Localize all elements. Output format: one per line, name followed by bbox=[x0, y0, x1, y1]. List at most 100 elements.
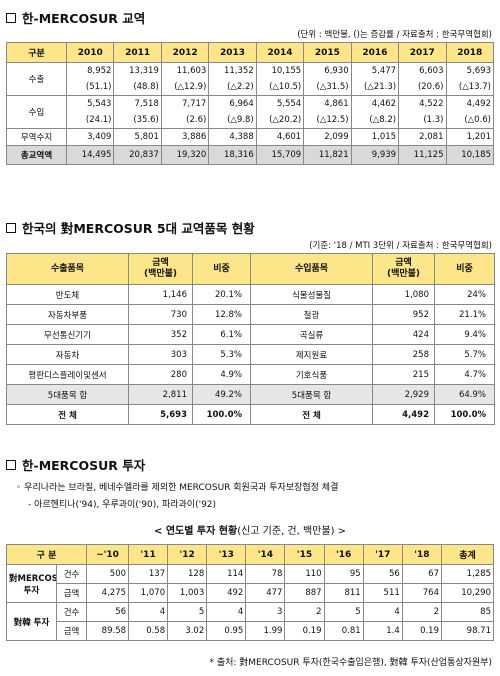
export-item-header: 수출품목 bbox=[6, 253, 129, 285]
investment-row: 금액 4,275 1,070 1,003 492 477 887 811 511 764 10,29… bbox=[7, 583, 494, 603]
trade-value-cell: 6,603 bbox=[398, 62, 447, 79]
investment-value-cell: 1,285 bbox=[441, 564, 494, 584]
investment-value-cell: 477 bbox=[245, 583, 286, 603]
import-amount-header: 금액 (백만불) bbox=[372, 253, 435, 285]
trade-change-row: (24.1) (35.6) (2.6) (△9.8) (△20.2) (△12.5) (△8… bbox=[7, 112, 494, 129]
top5-row: 5대품목 합 2,811 49.2% 5대품목 합 2,929 64.9% bbox=[6, 384, 495, 405]
top5-export-share: 4.9% bbox=[192, 364, 251, 385]
top5-export-amount: 303 bbox=[128, 344, 193, 365]
investment-value-cell: 2 bbox=[284, 602, 325, 622]
trade-value-cell: 5,801 bbox=[113, 128, 162, 146]
top5-export-item: 자동차부품 bbox=[6, 304, 129, 325]
trade-value-cell: 11,603 bbox=[160, 62, 210, 79]
trade-value-cell: 19,320 bbox=[160, 145, 210, 165]
top5-export-share: 20.1% bbox=[192, 284, 251, 305]
trade-header-cell: 2018 bbox=[445, 42, 494, 63]
top5-import-item: 기호식품 bbox=[250, 364, 373, 385]
square-bullet-icon bbox=[6, 12, 16, 23]
investment-header-cell: 총계 bbox=[441, 544, 494, 565]
trade-value-cell: 5,543 bbox=[65, 95, 115, 112]
section1-note: (단위 : 백만불, ()는 증감률 / 자료출처 : 한국무역협회) bbox=[297, 30, 492, 40]
trade-row-label: 수입 bbox=[6, 95, 67, 129]
investment-row: 금액 89.58 0.58 3.02 0.95 1.99 0.19 0.81 1.4 0.19 98… bbox=[7, 621, 494, 641]
investment-value-cell: 511 bbox=[362, 583, 403, 603]
trade-value-cell: 14,495 bbox=[65, 145, 115, 165]
trade-value-cell: 4,492 bbox=[445, 95, 494, 112]
trade-change-row: (51.1) (48.8) (△12.9) (△2.2) (△10.5) (△31.5)(… bbox=[7, 79, 494, 96]
top5-row: 자동차 303 5.3% 제지원료 258 5.7% bbox=[6, 344, 495, 365]
investment-sub-label: 건수 bbox=[55, 602, 88, 622]
trade-change-cell: (△8.2) bbox=[350, 112, 400, 129]
trade-table: 구분 2010 2011 2012 2013 2014 2015 2016 2017 2018 수… bbox=[6, 42, 494, 165]
investment-value-cell: 0.81 bbox=[323, 621, 364, 641]
trade-row-label: 총교역액 bbox=[6, 145, 67, 165]
investment-header-cell: '18 bbox=[401, 544, 443, 565]
trade-change-cell: (△13.7) bbox=[445, 79, 494, 96]
top5-import-share: 5.7% bbox=[434, 344, 495, 365]
investment-header-cell: '13 bbox=[206, 544, 247, 565]
investment-value-cell: 10,290 bbox=[441, 583, 494, 603]
top5-header: 수출품목 금액 (백만불) 비중 수입품목 금액 (백만불) 비중 bbox=[6, 253, 495, 285]
top5-items-table: 수출품목 금액 (백만불) 비중 수입품목 금액 (백만불) 비중 반도체 1,146… bbox=[6, 253, 495, 425]
trade-change-cell: (48.8) bbox=[113, 79, 162, 96]
trade-value-cell: 18,316 bbox=[208, 145, 257, 165]
trade-value-cell: 15,709 bbox=[255, 145, 305, 165]
trade-change-cell: (20.6) bbox=[398, 79, 447, 96]
investment-sub-label: 금액 bbox=[55, 621, 88, 641]
investment-value-cell: 1,070 bbox=[128, 583, 169, 603]
investment-value-cell: 3.02 bbox=[167, 621, 208, 641]
investment-value-cell: 3 bbox=[245, 602, 286, 622]
trade-change-cell: (2.6) bbox=[160, 112, 210, 129]
top5-export-item: 무선통신기기 bbox=[6, 324, 129, 345]
top5-import-share: 21.1% bbox=[434, 304, 495, 325]
top5-export-item: 평판디스플레이및센서 bbox=[6, 364, 129, 385]
square-bullet-icon bbox=[6, 222, 16, 233]
top5-import-amount: 2,929 bbox=[372, 384, 435, 405]
investment-value-cell: 95 bbox=[323, 564, 364, 584]
investment-value-cell: 67 bbox=[401, 564, 443, 584]
trade-value-cell: 1,015 bbox=[350, 128, 400, 146]
trade-value-cell: 5,693 bbox=[445, 62, 494, 79]
investment-value-cell: 1.99 bbox=[245, 621, 286, 641]
top5-export-amount: 352 bbox=[128, 324, 193, 345]
investment-header-cell: '17 bbox=[362, 544, 403, 565]
investment-row: 對韓 투자 건수 56 4 5 4 3 2 5 4 2 85 bbox=[6, 602, 494, 641]
trade-change-cell: (△12.9) bbox=[160, 79, 210, 96]
investment-value-cell: 4,275 bbox=[86, 583, 130, 603]
trade-value-cell: 4,861 bbox=[303, 95, 352, 112]
top5-export-item: 5대품목 합 bbox=[6, 384, 129, 405]
top5-export-share: 100.0% bbox=[192, 404, 251, 425]
top5-import-share: 24% bbox=[434, 284, 495, 305]
trade-value-cell: 11,821 bbox=[303, 145, 352, 165]
top5-import-item: 식물성물질 bbox=[250, 284, 373, 305]
top5-export-amount: 730 bbox=[128, 304, 193, 325]
investment-table-header: 구 분 ~'10'11'12'13'14'15'16'17'18 총계 bbox=[5, 544, 494, 565]
trade-header-cell: 2011 bbox=[113, 42, 162, 63]
investment-value-cell: 4 bbox=[362, 602, 403, 622]
export-share-header: 비중 bbox=[192, 253, 251, 285]
trade-value-cell: 4,388 bbox=[208, 128, 257, 146]
trade-value-cell: 13,319 bbox=[113, 62, 162, 79]
investment-value-cell: 4 bbox=[128, 602, 169, 622]
section2-note: (기준: '18 / MTI 3단위 / 자료출처 : 한국무역협회) bbox=[309, 241, 492, 251]
investment-value-cell: 4 bbox=[206, 602, 247, 622]
trade-row: 수출 8,952 13,319 11,603 11,352 10,155 6,930 5,47… bbox=[6, 62, 494, 96]
trade-header-cell: 2012 bbox=[160, 42, 210, 63]
top5-import-amount: 4,492 bbox=[372, 404, 435, 425]
trade-value-cell: 11,125 bbox=[398, 145, 447, 165]
trade-header-cell: 2010 bbox=[65, 42, 115, 63]
trade-value-cell: 4,522 bbox=[398, 95, 447, 112]
investment-value-cell: 0.19 bbox=[401, 621, 443, 641]
top5-row: 자동차부품 730 12.8% 철광 952 21.1% bbox=[6, 304, 495, 325]
top5-export-share: 49.2% bbox=[192, 384, 251, 405]
top5-import-amount: 1,080 bbox=[372, 284, 435, 305]
trade-change-cell: (△0.6) bbox=[445, 112, 494, 129]
top5-import-share: 9.4% bbox=[434, 324, 495, 345]
investment-value-cell: 2 bbox=[401, 602, 443, 622]
investment-value-cell: 98.71 bbox=[441, 621, 494, 641]
top5-import-amount: 424 bbox=[372, 324, 435, 345]
trade-value-cell: 20,837 bbox=[113, 145, 162, 165]
trade-row-label: 수출 bbox=[6, 62, 67, 96]
square-bullet-icon bbox=[6, 459, 16, 470]
trade-value-cell: 11,352 bbox=[208, 62, 257, 79]
